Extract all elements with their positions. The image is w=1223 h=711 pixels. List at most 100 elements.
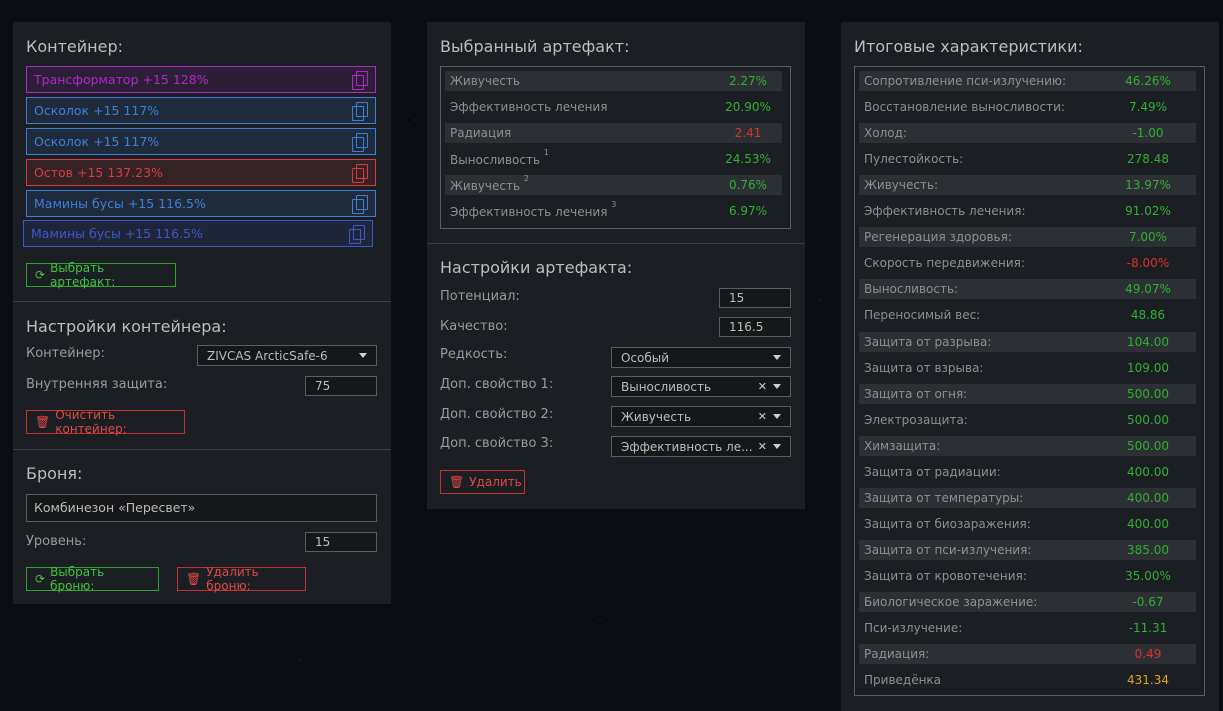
stat-label: Живучесть [450, 74, 521, 88]
stat-value: 500.00 [1127, 412, 1169, 427]
container-settings-title: Настройки контейнера: [26, 317, 227, 336]
stat-value: 0.76% [728, 178, 768, 192]
stat-value: 0.49 [1134, 647, 1162, 662]
copy-icon[interactable] [352, 70, 368, 90]
stat-row: Регенерация здоровья: 7.00% [859, 227, 1196, 248]
stat-row: Холод: -1.00 [859, 123, 1196, 144]
stat-label: Защита от температуры: [864, 490, 1024, 505]
rarity-select[interactable]: Особый [611, 347, 791, 368]
stat-row: Переносимый вес: 48.86 [859, 305, 1196, 325]
artifact-stats-box: Живучесть 2.27% Эффективность лечения 20.90… [440, 66, 791, 229]
container-item-label: Мамины бусы +15 116.5% [34, 196, 206, 211]
copy-icon[interactable] [349, 224, 365, 244]
container-type-value: ZIVCAS ArcticSafe-6 [207, 348, 328, 363]
quality-input[interactable]: 116.5 [719, 317, 791, 337]
stat-value: 431.34 [1127, 673, 1169, 688]
container-item[interactable]: Осколок +15 117% [26, 97, 376, 124]
container-item[interactable]: Осколок +15 117% [26, 128, 376, 155]
inner-protection-label: Внутренняя защита: [26, 377, 168, 392]
stat-row: Электрозащита: 500.00 [859, 410, 1196, 430]
select-armor-label: Выбрать броню: [50, 565, 105, 593]
stat-label: Выносливость: [864, 282, 959, 297]
stat-row: Сопротивление пси-излучению: 46.26% [859, 71, 1196, 91]
clear-icon[interactable]: ✕ [757, 410, 767, 423]
clear-icon[interactable]: ✕ [757, 440, 767, 453]
stat-value: 49.07% [1125, 282, 1171, 297]
stat-value: 2.27% [728, 74, 768, 88]
stat-label: Защита от радиации: [864, 464, 1001, 479]
refresh-icon: ⟳ [35, 572, 46, 586]
stat-value: 400.00 [1127, 464, 1169, 479]
clear-container-label: Очистить контейнер: [55, 408, 127, 436]
copy-icon[interactable] [352, 194, 368, 214]
rarity-label: Редкость: [440, 347, 508, 362]
clear-icon[interactable]: ✕ [757, 380, 767, 393]
stat-value: 35.00% [1125, 568, 1171, 583]
armor-level-input[interactable]: 15 [305, 532, 377, 552]
stat-row: Эффективность лечения 3 6.97% [445, 200, 782, 221]
select-artifact-button[interactable]: ⟳ Выбрать артефакт: [26, 261, 176, 289]
stat-value: 400.00 [1127, 490, 1169, 505]
clear-container-button[interactable]: 🗑 Очистить контейнер: [26, 408, 185, 436]
stat-value: -0.67 [1132, 595, 1164, 609]
stat-label: Переносимый вес: [864, 308, 981, 323]
copy-icon[interactable] [352, 163, 368, 183]
stat-row: Приведёнка 431.34 [859, 670, 1196, 690]
container-title: Контейнер: [26, 37, 124, 56]
stat-value: 24.53% [725, 152, 771, 166]
container-item[interactable]: Трансформатор +15 128% [26, 66, 376, 93]
totals-title: Итоговые характеристики: [854, 37, 1083, 56]
stat-label: Регенерация здоровья: [864, 230, 1012, 245]
totals-panel: Итоговые характеристики: Сопротивление п… [841, 22, 1219, 711]
stat-row: Защита от пси-излучения: 385.00 [859, 539, 1196, 560]
chevron-down-icon [773, 384, 781, 389]
stat-value: -11.31 [1128, 621, 1168, 636]
stat-row: Защита от взрыва: 109.00 [859, 358, 1196, 378]
stat-row: Пулестойкость: 278.48 [859, 149, 1196, 169]
stat-label: Пси-излучение: [864, 621, 963, 636]
copy-icon[interactable] [352, 101, 368, 121]
chevron-down-icon [773, 414, 781, 419]
select-artifact-label: Выбрать артефакт: [50, 261, 116, 289]
stat-label: Холод: [864, 126, 907, 141]
stat-value: 6.97% [728, 204, 768, 218]
extra-prop-2-select[interactable]: Живучесть ✕ [611, 406, 791, 427]
stat-row: Эффективность лечения: 91.02% [859, 201, 1196, 221]
potential-input[interactable]: 15 [719, 288, 791, 308]
stat-value: 91.02% [1125, 204, 1171, 219]
stat-label: Пулестойкость: [864, 152, 964, 167]
extra-prop-1-label: Доп. свойство 1: [440, 377, 554, 392]
stat-row: Скорость передвижения: -8.00% [859, 253, 1196, 273]
delete-artifact-button[interactable]: 🗑 Удалить [440, 470, 525, 494]
container-item-label: Мамины бусы +15 116.5% [31, 226, 203, 241]
stat-row: Биологическое заражение: -0.67 [859, 592, 1196, 612]
stat-row: Радиация 2.41 [445, 123, 782, 143]
extra-prop-3-select[interactable]: Эффективность ле... ✕ [611, 436, 791, 457]
container-item-label: Трансформатор +15 128% [34, 72, 209, 87]
trash-icon: 🗑 [35, 415, 51, 429]
armor-input[interactable]: Комбинезон «Пересвет» [26, 494, 377, 522]
inner-protection-input[interactable]: 75 [305, 376, 377, 396]
delete-armor-button[interactable]: 🗑 Удалить броню: [177, 565, 306, 593]
select-armor-button[interactable]: ⟳ Выбрать броню: [26, 565, 159, 593]
stat-label: Биологическое заражение: [864, 595, 1038, 609]
stat-value: 7.49% [1128, 100, 1168, 115]
container-item[interactable]: Мамины бусы +15 116.5% [26, 190, 376, 217]
extra-prop-1-value: Выносливость [621, 379, 712, 394]
container-type-select[interactable]: ZIVCAS ArcticSafe-6 [197, 345, 377, 366]
container-item[interactable]: Остов +15 137.23% [26, 159, 376, 186]
container-item[interactable]: Мамины бусы +15 116.5% [23, 220, 373, 247]
extra-prop-3-value: Эффективность ле... [621, 439, 753, 454]
chevron-down-icon [359, 353, 367, 358]
stat-label: Защита от биозаражения: [864, 516, 1031, 531]
stat-row: Защита от разрыва: 104.00 [859, 331, 1196, 352]
stat-value: 20.90% [725, 100, 771, 114]
container-panel: Контейнер: Трансформатор +15 128% Осколок… [13, 22, 391, 604]
stat-row: Радиация: 0.49 [859, 644, 1196, 665]
copy-icon[interactable] [352, 132, 368, 152]
stat-label: Сопротивление пси-излучению: [864, 74, 1067, 88]
stat-value: -8.00% [1126, 256, 1170, 271]
chevron-down-icon [773, 444, 781, 449]
trash-icon: 🗑 [449, 475, 465, 489]
extra-prop-1-select[interactable]: Выносливость ✕ [611, 376, 791, 397]
